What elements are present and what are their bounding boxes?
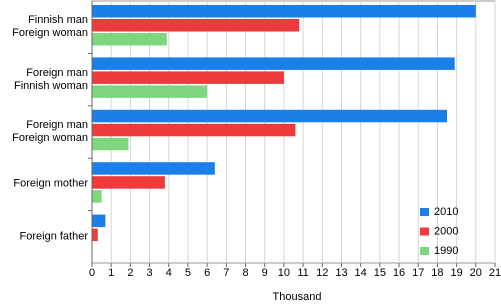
y-tick-label: Foreign father — [19, 230, 88, 243]
x-tick-label: 5 — [185, 267, 191, 279]
x-tick-label: 6 — [204, 267, 210, 279]
bar — [92, 228, 98, 242]
bar — [92, 71, 284, 84]
bar — [92, 57, 455, 70]
y-tick-label: Finnish man Foreign woman — [12, 14, 88, 40]
legend-label: 2010 — [434, 206, 458, 218]
legend-swatch — [420, 208, 429, 216]
x-tick-label: 8 — [242, 267, 248, 279]
legend-label: 1990 — [434, 245, 458, 257]
y-tick-label: Foreign man Finnish woman — [14, 66, 88, 92]
bar — [92, 137, 129, 151]
x-tick-label: 2 — [127, 267, 133, 279]
x-tick-label: 21 — [489, 267, 501, 279]
x-tick-label: 16 — [393, 267, 405, 279]
x-tick-label: 17 — [412, 267, 424, 279]
y-tick-label: Foreign mother — [13, 177, 88, 190]
bar — [92, 19, 300, 32]
x-tick-label: 9 — [262, 267, 268, 279]
x-tick-label: 10 — [278, 267, 290, 279]
x-tick-label: 11 — [297, 267, 308, 279]
legend-swatch — [420, 247, 429, 255]
x-tick-label: 7 — [223, 267, 229, 279]
x-tick-label: 18 — [431, 267, 443, 279]
x-tick-label: 19 — [450, 267, 462, 279]
x-tick-label: 0 — [89, 267, 95, 279]
bar — [92, 123, 296, 137]
x-tick-label: 12 — [316, 267, 328, 279]
x-tick-label: 20 — [470, 267, 482, 279]
bar — [92, 176, 165, 189]
x-tick-label: 14 — [355, 267, 367, 279]
x-tick-label: 3 — [147, 267, 153, 279]
bar — [92, 162, 215, 175]
legend-label: 2000 — [434, 225, 458, 237]
x-tick-label: 1 — [108, 267, 114, 279]
y-tick-label: Foreign man Foreign woman — [12, 119, 88, 144]
x-axis-label: Thousand — [273, 291, 322, 303]
bar — [92, 85, 208, 98]
x-tick-label: 15 — [374, 267, 386, 279]
x-tick-label: 4 — [166, 267, 172, 279]
bar — [92, 190, 102, 203]
bar — [92, 5, 476, 18]
legend-swatch — [420, 227, 429, 236]
bar — [92, 109, 448, 123]
x-tick-label: 13 — [335, 267, 347, 279]
bar — [92, 33, 167, 46]
bar — [92, 214, 106, 228]
